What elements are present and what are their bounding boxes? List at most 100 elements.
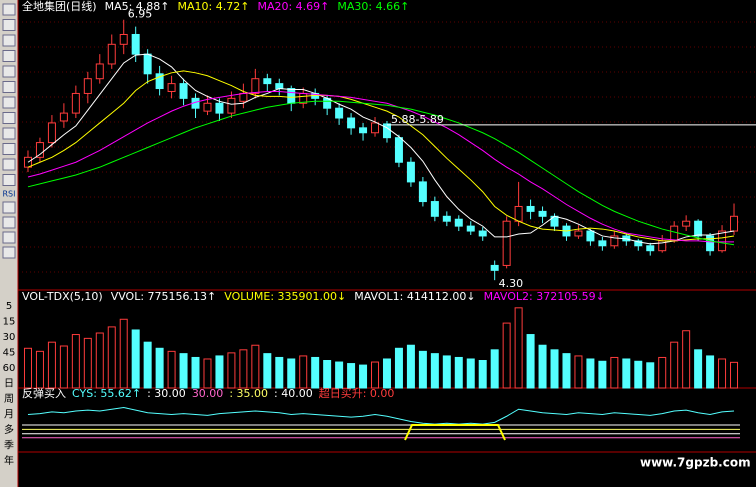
volume-bar	[239, 349, 248, 389]
candle-body	[478, 230, 487, 237]
candle-body	[454, 218, 463, 227]
ma-line	[27, 100, 735, 246]
candle-body	[382, 123, 391, 139]
tool-icon[interactable]	[2, 174, 16, 186]
candle-body	[227, 97, 236, 114]
candle-body	[706, 235, 715, 252]
candle-body	[143, 53, 152, 75]
price-grid	[18, 21, 756, 273]
panels: 全地集团(日线) MA5: 4.88↑ MA10: 4.72↑ MA20: 4.69↑…	[22, 0, 756, 439]
tool-icon[interactable]	[2, 3, 16, 16]
candle-body	[694, 220, 703, 237]
candle-body	[670, 225, 679, 242]
header-item: MA30: 4.66↑	[337, 0, 409, 13]
annotation: 6.95	[128, 8, 153, 21]
candle-body	[59, 112, 68, 122]
ma-line	[27, 90, 735, 243]
candle-body	[526, 205, 535, 212]
annotation: 4.30	[499, 277, 524, 290]
volume-bar	[574, 355, 583, 389]
candle-body	[251, 78, 260, 94]
candle-body	[179, 83, 188, 99]
period-button[interactable]: 15	[3, 317, 16, 328]
tool-icon[interactable]	[2, 127, 16, 140]
period-button[interactable]: 多	[4, 423, 14, 436]
volume-bar	[143, 341, 152, 389]
tool-icon[interactable]	[2, 112, 16, 124]
volume-bar	[227, 352, 236, 389]
period-button[interactable]: 季	[4, 440, 14, 452]
tool-icon[interactable]	[2, 231, 16, 244]
volume-bar	[586, 358, 595, 389]
period-button[interactable]: 日	[4, 379, 14, 390]
tool-icon[interactable]	[2, 158, 16, 171]
tool-label[interactable]: RSI	[3, 190, 16, 199]
volume-bar	[706, 355, 715, 389]
volume-bar	[442, 355, 451, 389]
tool-icon[interactable]	[2, 50, 16, 62]
volume-bar	[502, 322, 511, 389]
tool-icon[interactable]	[2, 81, 16, 93]
header-item: MA20: 4.69↑	[257, 0, 329, 13]
candle-body	[598, 240, 607, 247]
period-button[interactable]: 年	[4, 454, 14, 467]
tool-icon[interactable]	[2, 65, 16, 78]
period-button[interactable]: 60	[3, 363, 16, 374]
candle-body	[430, 201, 439, 217]
candle-body	[586, 230, 595, 242]
period-button[interactable]: 45	[3, 348, 16, 359]
candle-body	[275, 83, 284, 90]
candle-body	[215, 102, 224, 114]
volume-bar	[526, 334, 535, 389]
tool-icon[interactable]	[2, 19, 16, 31]
volume-bar	[95, 332, 104, 389]
volume-bar	[251, 344, 260, 389]
volume-bar	[406, 344, 415, 389]
period-button[interactable]: 周	[4, 393, 14, 405]
candle-body	[347, 117, 356, 129]
volume-bar	[371, 361, 380, 389]
tool-icon[interactable]	[2, 246, 16, 259]
candle-body	[406, 161, 415, 183]
candle-body	[466, 225, 475, 232]
volume-bar	[454, 356, 463, 389]
candle-body	[203, 102, 212, 112]
volume-bar	[35, 350, 44, 389]
header-item: 全地集团(日线)	[22, 0, 97, 13]
volume-bar	[119, 318, 128, 389]
tool-icon[interactable]	[2, 34, 16, 47]
volume-bar	[347, 363, 356, 389]
ma-line	[27, 53, 735, 245]
candle-body	[167, 83, 176, 92]
tool-icon[interactable]	[2, 143, 16, 155]
header-item: CYS: 55.62↑	[72, 387, 141, 400]
volume-bar	[203, 358, 212, 389]
candle-body	[131, 33, 140, 55]
candle-body	[538, 210, 547, 217]
volume-bar	[359, 364, 368, 389]
volume-bar	[670, 341, 679, 389]
tool-icon[interactable]	[2, 96, 16, 109]
candle-body	[95, 63, 104, 80]
candle-body	[83, 78, 92, 94]
volume-bar	[191, 356, 200, 389]
period-button[interactable]: 30	[3, 332, 16, 343]
candle-body	[634, 240, 643, 247]
volume-bar	[71, 334, 80, 389]
period-button[interactable]: 5	[6, 301, 12, 312]
header-item: 30.00	[192, 387, 224, 400]
volume-bar	[107, 326, 116, 389]
tool-icon[interactable]	[2, 201, 16, 214]
volume-bar	[466, 358, 475, 389]
volume-bar	[514, 307, 523, 389]
header-item: VVOL: 775156.13↑	[111, 290, 217, 303]
tool-icon[interactable]	[2, 216, 16, 229]
candle-body	[119, 33, 128, 45]
volume-bar	[478, 360, 487, 389]
ma-line	[27, 70, 735, 242]
candle-body	[514, 205, 523, 222]
period-button[interactable]: 月	[4, 409, 14, 421]
volume-bar	[562, 353, 571, 389]
